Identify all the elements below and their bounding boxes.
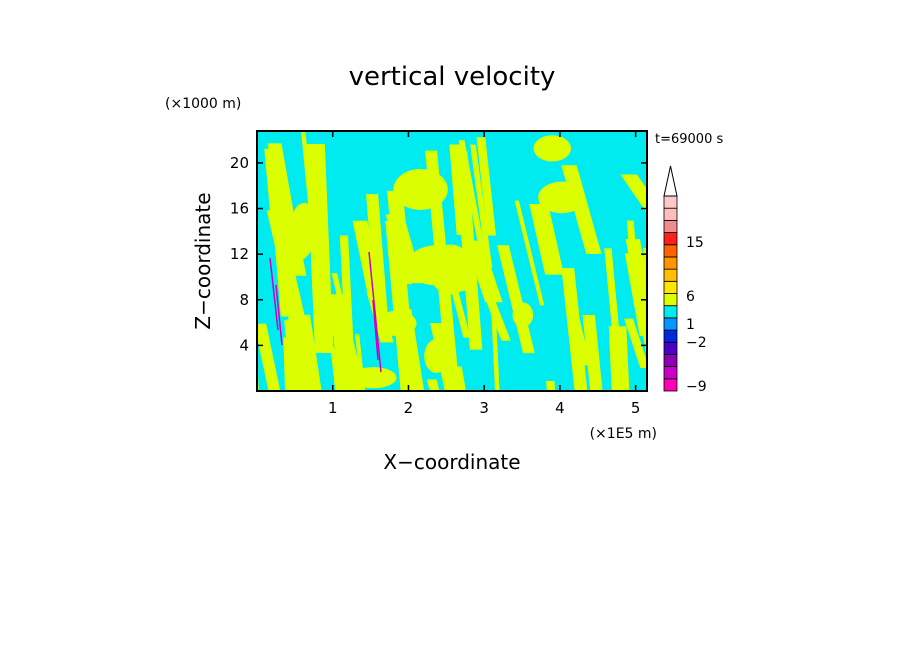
positive-velocity-streak <box>546 381 556 391</box>
y-tick-label: 16 <box>230 200 249 218</box>
y-tick-label: 8 <box>239 291 249 309</box>
positive-velocity-streak <box>470 144 493 268</box>
colorbar-band <box>663 195 678 209</box>
x-tick-label: 4 <box>555 399 565 417</box>
colorbar-band <box>663 244 678 258</box>
plot-frame <box>256 130 648 392</box>
colorbar-extension-arrow <box>663 165 678 197</box>
positive-velocity-patch <box>533 135 572 162</box>
colorbar-label: 6 <box>686 289 695 305</box>
positive-velocity-streak <box>620 174 647 214</box>
colorbar-band <box>663 293 678 307</box>
positive-velocity-patch <box>323 304 348 337</box>
positive-velocity-streak <box>451 366 466 391</box>
colorbar-band <box>663 317 678 331</box>
y-tick-label: 12 <box>230 245 249 263</box>
colorbar-band <box>663 329 678 343</box>
colorbar-band <box>663 232 678 246</box>
colorbar-band <box>663 219 678 233</box>
x-axis-unit: (×1E5 m) <box>590 426 657 442</box>
colorbar-band <box>663 341 678 355</box>
positive-velocity-streak <box>284 320 295 391</box>
colorbar-band <box>663 268 678 282</box>
strong-velocity-filament <box>269 257 279 331</box>
plot-area <box>256 130 698 567</box>
y-tick-label: 4 <box>239 336 249 354</box>
strong-velocity-filament <box>372 299 379 361</box>
positive-velocity-streak <box>385 221 417 391</box>
positive-velocity-streak <box>476 137 496 236</box>
positive-velocity-streak <box>608 326 630 391</box>
colorbar-band <box>663 366 678 380</box>
x-tick-label: 1 <box>328 399 338 417</box>
y-tick-label: 20 <box>230 154 249 172</box>
x-tick-label: 2 <box>404 399 414 417</box>
y-axis: 4 8 12 16 20 <box>230 154 647 354</box>
colorbar-band <box>663 207 678 221</box>
colorbar-label: −2 <box>686 335 707 351</box>
positive-velocity-patch <box>538 181 586 214</box>
velocity-field <box>257 131 698 567</box>
positive-velocity-streak <box>458 140 485 251</box>
positive-velocity-patch <box>512 302 534 328</box>
positive-velocity-streak <box>287 319 312 391</box>
positive-velocity-patch <box>393 168 448 210</box>
x-tick-label: 3 <box>479 399 489 417</box>
positive-velocity-patch <box>406 245 467 286</box>
positive-velocity-streak <box>529 204 564 275</box>
positive-velocity-streak <box>663 372 698 567</box>
positive-velocity-streak <box>561 268 588 391</box>
strong-velocity-filament <box>368 251 382 373</box>
positive-velocity-patch <box>279 215 314 261</box>
positive-velocity-streak <box>449 144 468 235</box>
positive-velocity-streak <box>257 323 281 391</box>
positive-velocity-streak <box>626 220 641 306</box>
positive-velocity-streak <box>582 315 603 391</box>
x-axis-label: X−coordinate <box>383 450 520 474</box>
positive-velocity-streak <box>266 210 308 329</box>
y-axis-unit: (×1000 m) <box>165 96 241 112</box>
positive-velocity-streak <box>366 194 389 329</box>
positive-velocity-streak <box>464 240 503 303</box>
positive-velocity-streak <box>514 200 545 306</box>
colorbar-label: 1 <box>686 317 695 333</box>
colorbar-label: −9 <box>686 379 707 395</box>
x-tick-label: 5 <box>631 399 641 417</box>
x-axis: 1 2 3 4 5 <box>328 131 640 417</box>
colorbar-band <box>663 378 678 392</box>
colorbar-band <box>663 305 678 319</box>
positive-velocity-patch <box>376 310 417 336</box>
colorbar-band <box>663 354 678 368</box>
positive-velocity-patch <box>424 339 449 374</box>
positive-velocity-streak <box>490 302 500 391</box>
time-label: t=69000 s <box>655 132 723 147</box>
strong-velocity-filament <box>275 284 283 346</box>
colorbar: 15 6 1 −2 −9 <box>663 165 707 395</box>
y-axis-label: Z−coordinate <box>191 192 215 329</box>
positive-velocity-patch <box>350 367 397 389</box>
colorbar-band <box>663 256 678 270</box>
colorbar-band <box>663 280 678 294</box>
positive-velocity-streak <box>624 318 647 368</box>
colorbar-label: 15 <box>686 235 704 251</box>
chart-title: vertical velocity <box>349 62 556 92</box>
positive-velocity-streak <box>426 379 440 391</box>
